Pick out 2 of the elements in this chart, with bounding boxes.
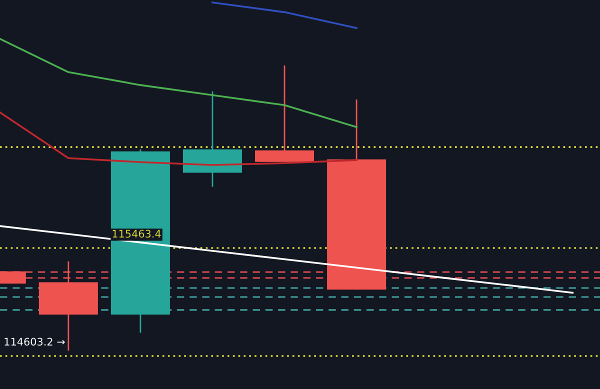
ref-line-label: 114603.2 →: [4, 338, 65, 346]
ref-line-label: 115463.4: [112, 230, 161, 238]
